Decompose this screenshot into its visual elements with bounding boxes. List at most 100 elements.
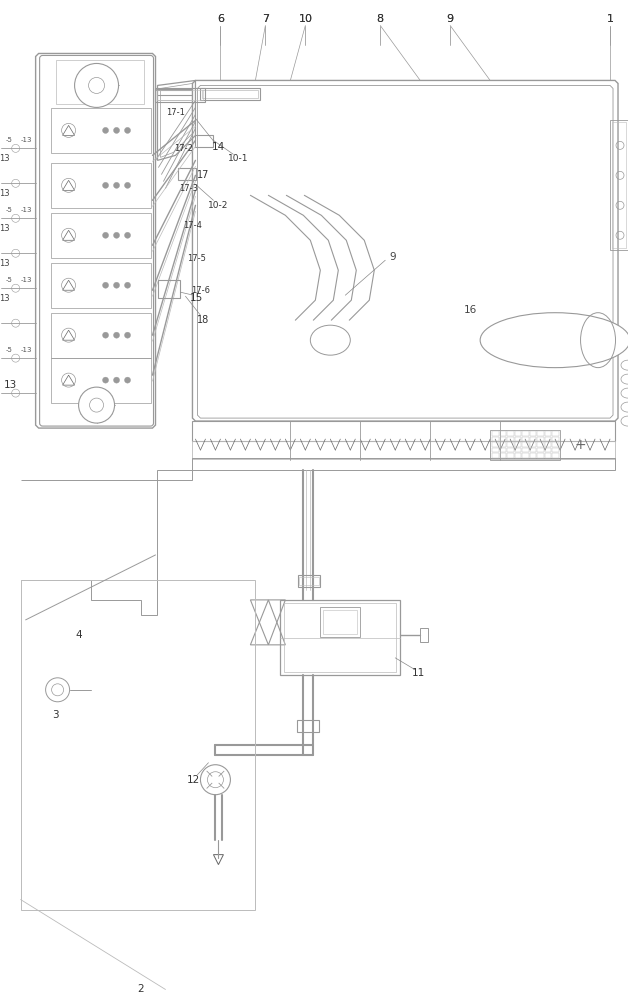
Bar [544, 453, 551, 458]
Bar [492, 448, 499, 452]
Text: 18: 18 [197, 315, 210, 325]
Bar [529, 448, 536, 452]
Text: 10: 10 [298, 14, 312, 24]
Text: 8: 8 [377, 14, 384, 24]
Text: 17-6: 17-6 [191, 286, 210, 295]
Bar [300, 577, 319, 585]
Circle shape [102, 332, 109, 338]
Bar [537, 431, 544, 436]
Text: 1: 1 [607, 14, 614, 24]
Circle shape [102, 377, 109, 383]
Bar [21, 580, 256, 910]
Bar [612, 122, 626, 248]
Bar [507, 453, 514, 458]
Text: 1: 1 [607, 14, 614, 24]
Bar [320, 607, 360, 637]
Circle shape [114, 127, 119, 133]
Text: -13: -13 [21, 207, 33, 213]
Bar [490, 430, 560, 460]
Text: 10-1: 10-1 [228, 154, 249, 163]
Bar [200, 88, 261, 100]
Bar [514, 448, 521, 452]
Text: 9: 9 [389, 252, 396, 262]
Circle shape [102, 282, 109, 288]
Ellipse shape [310, 325, 350, 355]
Text: 6: 6 [217, 14, 224, 24]
Text: 10-2: 10-2 [208, 201, 229, 210]
Circle shape [124, 332, 131, 338]
Text: 3: 3 [52, 710, 59, 720]
Bar [156, 88, 205, 102]
Bar [522, 448, 529, 452]
Text: 13: 13 [0, 294, 10, 303]
Bar [298, 575, 320, 587]
Text: 13: 13 [0, 154, 10, 163]
Text: 7: 7 [262, 14, 269, 24]
Bar [537, 448, 544, 452]
Circle shape [124, 127, 131, 133]
Bar [552, 448, 558, 452]
Text: 9: 9 [447, 14, 454, 24]
Text: 4: 4 [75, 630, 82, 640]
Ellipse shape [480, 313, 628, 368]
Bar [192, 421, 615, 441]
Bar [507, 431, 514, 436]
Text: 13: 13 [0, 259, 10, 268]
Bar [323, 610, 357, 634]
Bar [544, 442, 551, 447]
Text: 6: 6 [217, 14, 224, 24]
Text: 7: 7 [262, 14, 269, 24]
Text: 15: 15 [190, 293, 203, 303]
Text: -5: -5 [5, 347, 12, 353]
Bar [195, 135, 214, 147]
Text: 17-1: 17-1 [166, 108, 185, 117]
Bar [56, 60, 144, 104]
Bar [280, 600, 400, 675]
Bar [522, 453, 529, 458]
Bar [537, 442, 544, 447]
Bar [51, 163, 151, 208]
Text: 10: 10 [298, 14, 312, 24]
Text: 17-5: 17-5 [187, 254, 206, 263]
Bar [500, 448, 506, 452]
Text: 17: 17 [197, 170, 210, 180]
Text: 12: 12 [187, 775, 200, 785]
Bar [552, 437, 558, 441]
Bar [51, 313, 151, 358]
Bar [537, 437, 544, 441]
Text: 13: 13 [0, 189, 10, 198]
Text: 8: 8 [377, 14, 384, 24]
Circle shape [114, 332, 119, 338]
Circle shape [78, 387, 114, 423]
Bar [544, 431, 551, 436]
Bar [529, 437, 536, 441]
Bar [529, 431, 536, 436]
Bar [500, 431, 506, 436]
Bar [537, 453, 544, 458]
Text: 13: 13 [4, 380, 18, 390]
Bar [492, 437, 499, 441]
Bar [529, 442, 536, 447]
Bar [507, 442, 514, 447]
Text: -5: -5 [5, 207, 12, 213]
Circle shape [124, 282, 131, 288]
Bar [514, 431, 521, 436]
Circle shape [124, 377, 131, 383]
Bar [51, 108, 151, 153]
Text: -5: -5 [5, 137, 12, 143]
Bar [51, 358, 151, 403]
Text: -5: -5 [5, 277, 12, 283]
Bar [192, 441, 615, 459]
Bar [552, 442, 558, 447]
Bar [500, 442, 506, 447]
Text: 11: 11 [411, 668, 425, 678]
Circle shape [124, 232, 131, 238]
Bar [492, 431, 499, 436]
Bar [514, 453, 521, 458]
Circle shape [75, 63, 119, 107]
Bar [192, 458, 615, 470]
Bar [51, 213, 151, 258]
Bar [420, 628, 428, 642]
Bar [522, 442, 529, 447]
Text: -13: -13 [21, 137, 33, 143]
